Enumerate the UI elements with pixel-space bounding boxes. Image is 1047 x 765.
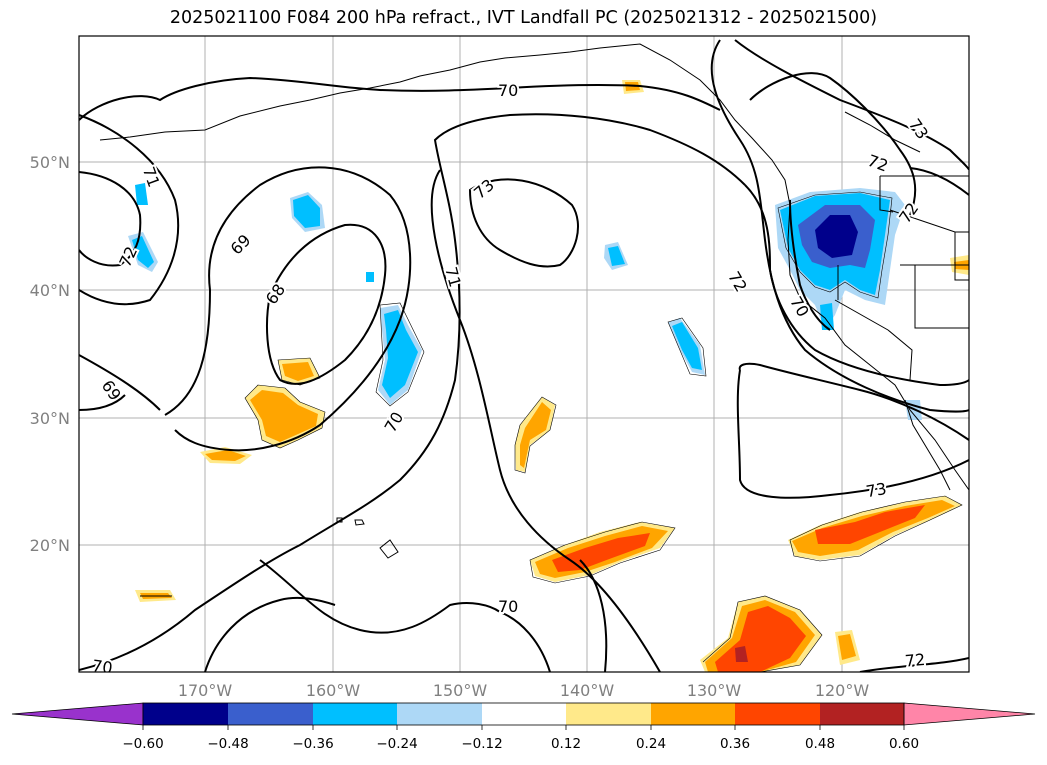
shade-orange-west (250, 390, 318, 442)
lat-label: 40°N (30, 281, 70, 300)
lon-labels: 170°W 160°W 150°W 140°W 130°W 120°W (178, 681, 870, 700)
gridlines (79, 36, 969, 672)
contour-label: 69 (227, 231, 255, 259)
colorbar-segment (397, 703, 482, 725)
contour-label: 70 (498, 597, 518, 616)
contour-labels: 70 71 72 69 68 69 72 70 73 71 72 70 73 7… (89, 79, 934, 678)
colorbar-segment (228, 703, 313, 725)
map-frame (78, 35, 970, 673)
lat-label: 50°N (30, 153, 70, 172)
coastlines (99, 43, 969, 597)
contour-71-west (79, 171, 142, 267)
colorbar-tick: −0.24 (376, 736, 417, 752)
colorbar-tick: −0.48 (207, 736, 248, 752)
colorbar-segment (820, 703, 904, 725)
colorbar-extend-low (11, 702, 144, 726)
contour-label: 72 (724, 268, 751, 295)
colorbar-tick: −0.60 (122, 736, 163, 752)
colorbar: −0.60 −0.48 −0.36 −0.24 −0.12 0.12 0.24 … (11, 702, 1036, 752)
colorbar-tick: −0.36 (292, 736, 333, 752)
lon-label: 130°W (687, 681, 742, 700)
contour-label: 72 (904, 650, 926, 671)
colorbar-tick: 0.36 (720, 736, 750, 752)
shade-west-1 (135, 183, 148, 205)
colorbar-tick: 0.48 (805, 736, 835, 752)
shade-east-1 (608, 246, 625, 266)
shade-mid-band (382, 310, 418, 398)
contour-69-west-tail (79, 354, 161, 411)
colorbar-segment (735, 703, 820, 725)
map-title: 2025021100 F084 200 hPa refract., IVT La… (169, 8, 878, 28)
contour-label: 68 (262, 280, 289, 308)
contour-70-north (79, 76, 721, 121)
colorbar-segment (143, 703, 228, 725)
contour-69 (164, 166, 412, 452)
shade-california (820, 303, 834, 330)
colorbar-tick: −0.12 (461, 736, 502, 752)
contour-label: 71 (441, 265, 465, 290)
lon-label: 140°W (560, 681, 615, 700)
contour-72-east (710, 39, 969, 413)
contour-72-south (859, 657, 969, 672)
contour-label: 73 (470, 175, 498, 203)
contour-68 (266, 223, 387, 385)
positive-ivt-shading (135, 80, 969, 672)
lon-label: 170°W (178, 681, 233, 700)
contour-label: 70 (91, 656, 114, 678)
contour-lines (79, 39, 969, 672)
lat-labels: 50°N 40°N 30°N 20°N (30, 153, 70, 555)
lon-label: 150°W (433, 681, 488, 700)
contour-label: 70 (381, 409, 408, 436)
contour-70-south (259, 559, 551, 672)
contour-70-main (79, 113, 746, 671)
shade-dot (366, 272, 374, 282)
contour-label: 73 (865, 479, 888, 501)
contour-73-south (736, 369, 969, 499)
map-area: 70 71 72 69 68 69 72 70 73 71 72 70 73 7… (79, 36, 969, 678)
lon-label: 160°W (306, 681, 361, 700)
contour-72-north (749, 72, 917, 216)
negative-ivt-shading (128, 183, 922, 420)
colorbar-segment (313, 703, 397, 725)
lat-label: 20°N (30, 536, 70, 555)
contour-73 (468, 178, 579, 268)
contour-label: 72 (865, 151, 891, 176)
lon-label: 120°W (815, 681, 870, 700)
contour-label: 73 (905, 115, 932, 143)
contour-label: 70 (498, 81, 518, 100)
colorbar-tick: 0.12 (551, 736, 581, 752)
colorbar-segment (566, 703, 651, 725)
colorbar-extend-high (903, 702, 1036, 726)
contour-73-north (734, 39, 969, 171)
shade-central-pac (293, 195, 320, 228)
shade-outlines (244, 191, 963, 672)
colorbar-tick: 0.60 (889, 736, 919, 752)
shade-east-2 (672, 322, 702, 370)
colorbar-tick: 0.24 (636, 736, 666, 752)
shade-west-coast-core (815, 215, 858, 258)
contour-71-center (430, 169, 661, 672)
colorbar-segment (482, 703, 566, 725)
lat-label: 30°N (30, 409, 70, 428)
colorbar-segment (651, 703, 735, 725)
contour-72-west (79, 114, 180, 306)
